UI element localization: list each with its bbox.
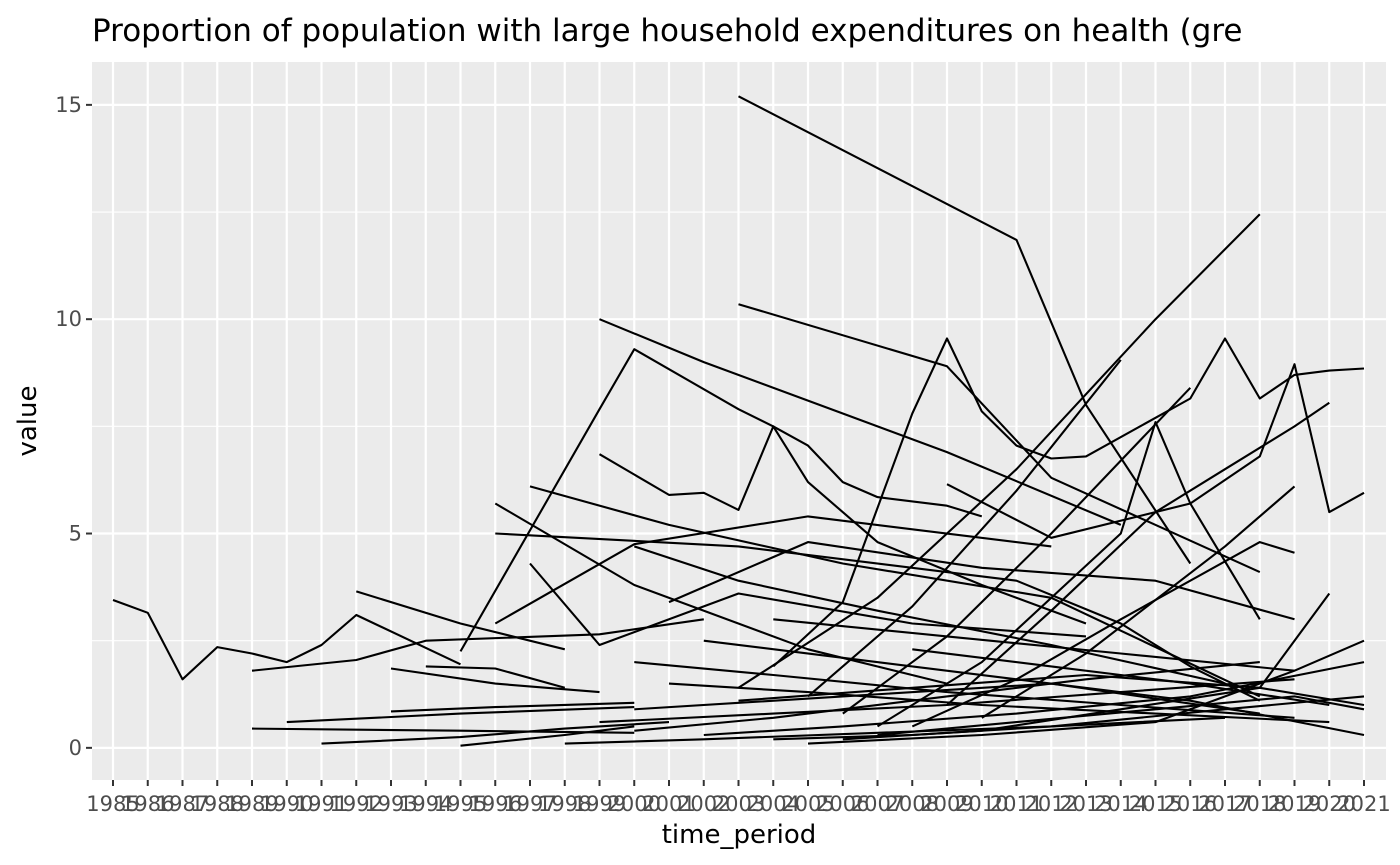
x-tick-label: 2015 — [1129, 792, 1182, 816]
x-tick-label: 2018 — [1233, 792, 1286, 816]
series-line-22 — [737, 213, 1261, 689]
series-line-30 — [668, 541, 1295, 621]
x-tick-label: 1988 — [191, 792, 244, 816]
x-tick-label: 2014 — [1094, 792, 1147, 816]
x-tick-label: 2010 — [955, 792, 1008, 816]
x-tick-label: 1986 — [121, 792, 174, 816]
series-line-32 — [633, 545, 1226, 685]
x-tick-label: 2011 — [990, 792, 1043, 816]
x-tick-label: 2000 — [608, 792, 661, 816]
x-tick-label: 2002 — [677, 792, 730, 816]
series-line-38 — [634, 661, 1295, 719]
x-tick-label: 1998 — [538, 792, 591, 816]
series-line-36 — [842, 592, 1331, 741]
series-line-27 — [946, 363, 1365, 539]
y-tick-label: 5 — [69, 522, 82, 546]
x-tick-label: 2012 — [1025, 792, 1078, 816]
series-line-24 — [842, 387, 1192, 715]
x-tick-label: 1999 — [573, 792, 626, 816]
series-line-44 — [773, 618, 1295, 672]
y-tick-label: 10 — [55, 307, 82, 331]
series-line-14 — [494, 515, 1052, 625]
x-tick-label: 2017 — [1198, 792, 1251, 816]
x-tick-label: 1993 — [364, 792, 417, 816]
x-tick-label: 2008 — [886, 792, 939, 816]
x-tick-label: 2003 — [712, 792, 765, 816]
series-line-10 — [425, 665, 566, 689]
series-line-11 — [459, 348, 983, 652]
y-axis-title: value — [13, 385, 43, 456]
series-line-9 — [390, 701, 635, 713]
series-line-41 — [738, 673, 1365, 707]
series-line-37 — [668, 682, 1330, 724]
series-line-8 — [390, 667, 600, 694]
y-tick-label: 15 — [55, 93, 82, 117]
x-axis: 1985198619871988198919901991199219931994… — [86, 780, 1391, 816]
series-group — [112, 95, 1365, 747]
series-line-6 — [321, 721, 670, 745]
series-line-23 — [807, 359, 1122, 698]
y-tick-label: 0 — [69, 736, 82, 760]
x-tick-label: 1987 — [156, 792, 209, 816]
x-tick-label: 1990 — [260, 792, 313, 816]
series-line-13 — [494, 502, 948, 685]
series-line-2 — [355, 590, 566, 651]
series-line-5 — [286, 706, 635, 724]
y-axis: 0 5 10 15 — [55, 93, 92, 760]
x-tick-label: 1991 — [295, 792, 348, 816]
x-tick-label: 2019 — [1268, 792, 1321, 816]
x-tick-label: 1997 — [503, 792, 556, 816]
series-line-45 — [634, 682, 1260, 715]
x-tick-label: 2007 — [851, 792, 904, 816]
x-tick-label: 1992 — [330, 792, 383, 816]
series-line-12 — [495, 532, 1261, 702]
series-line-19 — [738, 95, 1192, 565]
series-line-18 — [599, 318, 1122, 526]
series-line-33 — [703, 661, 1365, 737]
x-tick-label: 1985 — [86, 792, 139, 816]
series-line-16 — [529, 562, 1087, 647]
x-tick-label: 2009 — [920, 792, 973, 816]
x-tick-label: 1995 — [434, 792, 487, 816]
chart-title: Proportion of population with large hous… — [92, 13, 1243, 49]
x-tick-label: 2013 — [1059, 792, 1112, 816]
series-line-40 — [564, 716, 1226, 745]
x-tick-label: 2005 — [781, 792, 834, 816]
x-tick-label: 1996 — [469, 792, 522, 816]
x-tick-label: 1989 — [225, 792, 278, 816]
series-line-3 — [251, 618, 704, 672]
series-line-26 — [946, 401, 1330, 706]
series-line-42 — [599, 678, 1295, 724]
series-line-4 — [251, 727, 635, 734]
series-line-15 — [529, 485, 1261, 698]
series-line-1 — [112, 599, 461, 681]
x-tick-label: 2020 — [1303, 792, 1356, 816]
series-line-17 — [598, 425, 1087, 625]
x-axis-title: time_period — [662, 820, 817, 850]
series-line-46 — [912, 648, 1330, 707]
series-line-7 — [460, 725, 635, 747]
x-tick-label: 2004 — [747, 792, 800, 816]
x-tick-label: 2006 — [816, 792, 869, 816]
series-line-20 — [738, 303, 1261, 574]
x-tick-label: 1994 — [399, 792, 452, 816]
series-line-43 — [877, 695, 1365, 737]
x-tick-label: 2016 — [1164, 792, 1217, 816]
x-tick-label: 2001 — [642, 792, 695, 816]
x-tick-label: 2021 — [1337, 792, 1390, 816]
